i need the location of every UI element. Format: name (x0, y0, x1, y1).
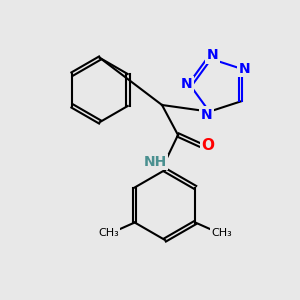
Text: N: N (181, 77, 193, 91)
Text: N: N (200, 108, 212, 122)
Text: N: N (239, 61, 250, 76)
Text: O: O (202, 137, 214, 152)
Text: NH: NH (143, 155, 167, 169)
Text: CH₃: CH₃ (98, 227, 119, 238)
Text: CH₃: CH₃ (211, 227, 232, 238)
Text: N: N (206, 48, 218, 62)
